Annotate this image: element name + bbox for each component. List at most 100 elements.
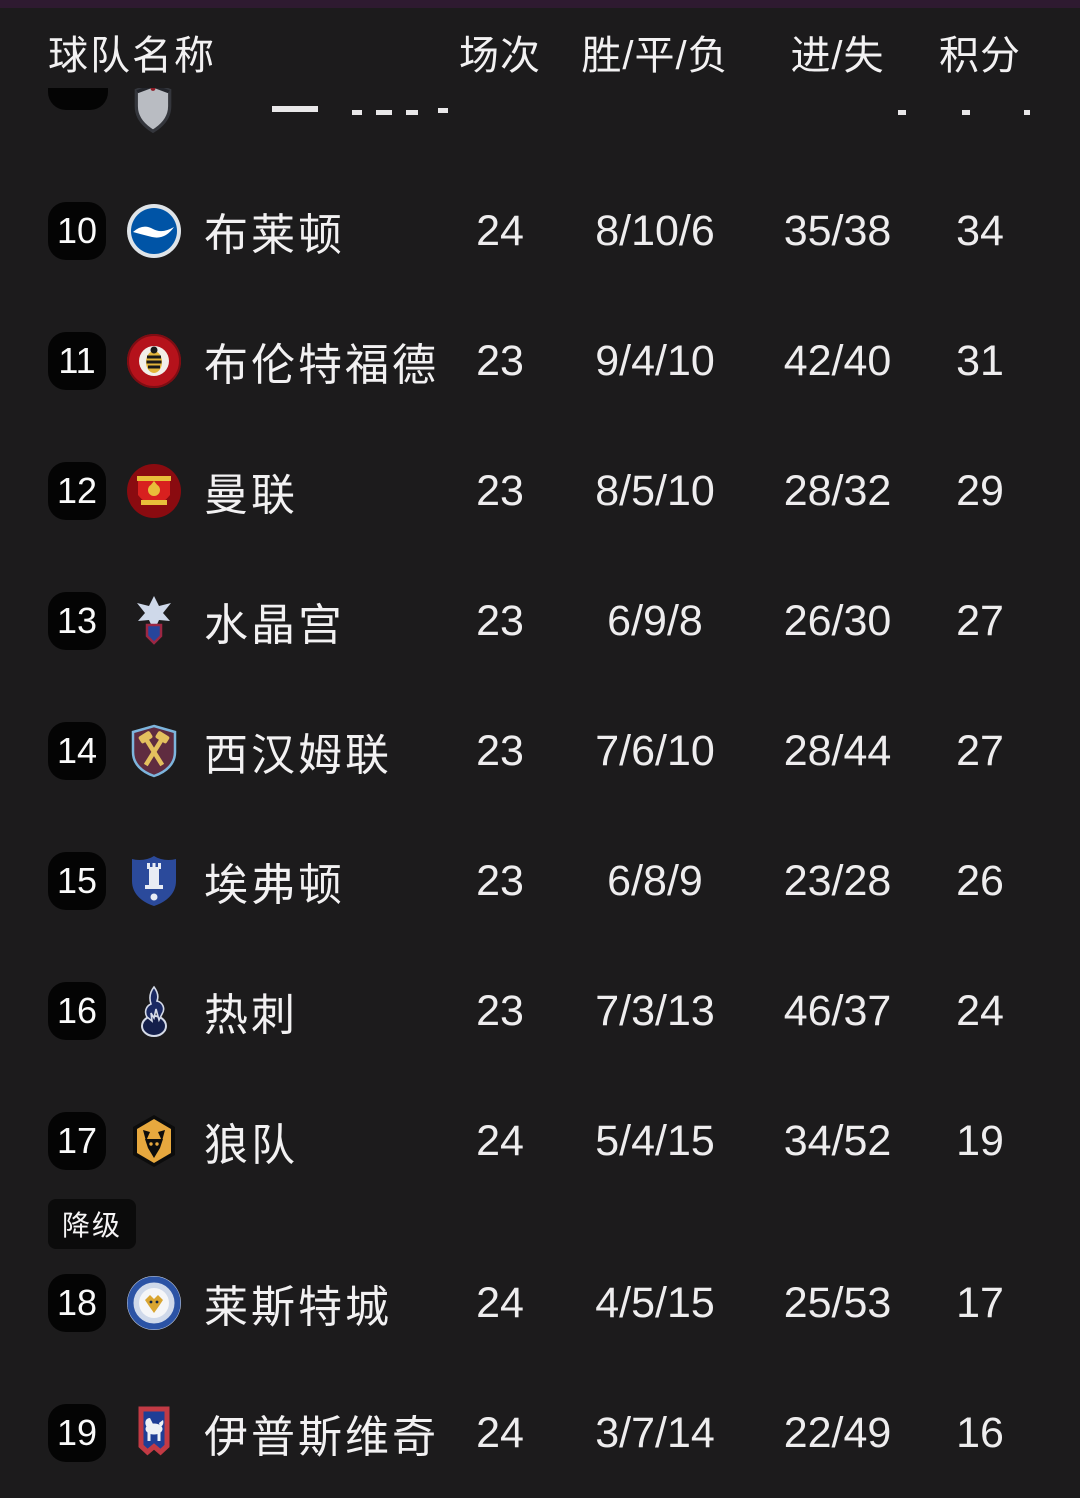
relegation-divider: 降级 [0, 1199, 1080, 1249]
wdl-value: 6/9/8 [607, 596, 703, 645]
team-name: 西汉姆联 [204, 731, 392, 780]
goals-value: 25/53 [783, 1278, 892, 1327]
points-value: 31 [956, 336, 1004, 385]
column-header-points: 积分 [939, 34, 1021, 78]
points-value: 34 [956, 206, 1004, 255]
clipped-text-fragment [352, 110, 362, 115]
wdl-value: 8/5/10 [595, 466, 715, 515]
everton-crest [126, 853, 182, 909]
wdl-value: 3/7/14 [595, 1408, 715, 1457]
played-value: 24 [476, 1116, 524, 1165]
standings-table-body: 10 布莱顿 24 8/10/6 35/38 34 11 布伦特福德 23 9/… [0, 166, 1080, 1498]
crystal-palace-crest [126, 593, 182, 649]
goals-value: 28/44 [783, 726, 892, 775]
played-value: 23 [476, 336, 524, 385]
rank-badge: 18 [48, 1274, 106, 1332]
played-value: 24 [476, 1408, 524, 1457]
points-value: 16 [956, 1408, 1004, 1457]
table-row[interactable]: 12 曼联 23 8/5/10 28/32 29 [0, 426, 1080, 556]
column-header-wdl: 胜/平/负 [581, 34, 729, 78]
goals-value: 28/32 [783, 466, 892, 515]
status-bar-strip [0, 0, 1080, 8]
rank-badge: 17 [48, 1112, 106, 1170]
points-value: 26 [956, 856, 1004, 905]
team-name: 狼队 [204, 1121, 298, 1170]
column-header-played: 场次 [459, 34, 541, 78]
goals-value: 46/37 [783, 986, 892, 1035]
goals-value: 23/28 [783, 856, 892, 905]
rank-badge: 10 [48, 202, 106, 260]
clipped-rank-badge [48, 88, 108, 110]
wolves-crest [126, 1113, 182, 1169]
clipped-text-fragment [438, 108, 448, 113]
table-row[interactable]: 16 热刺 23 7/3/13 46/37 24 [0, 946, 1080, 1076]
west-ham-crest [126, 723, 182, 779]
wdl-value: 7/3/13 [595, 986, 715, 1035]
points-value: 27 [956, 596, 1004, 645]
table-row[interactable]: 11 布伦特福德 23 9/4/10 42/40 31 [0, 296, 1080, 426]
team-name: 莱斯特城 [204, 1283, 392, 1332]
clipped-text-fragment [962, 110, 970, 115]
points-value: 27 [956, 726, 1004, 775]
table-row[interactable]: 15 埃弗顿 23 6/8/9 23/28 26 [0, 816, 1080, 946]
brighton-crest [126, 203, 182, 259]
rank-badge: 12 [48, 462, 106, 520]
manchester-united-crest [126, 463, 182, 519]
column-header-team: 球队名称 [48, 34, 216, 78]
table-row[interactable]: 13 水晶宫 23 6/9/8 26/30 27 [0, 556, 1080, 686]
rank-badge: 15 [48, 852, 106, 910]
rank-badge: 19 [48, 1404, 106, 1462]
rank-badge: 11 [48, 332, 106, 390]
ipswich-crest [126, 1405, 182, 1461]
table-row[interactable]: 14 西汉姆联 23 7/6/10 28/44 27 [0, 686, 1080, 816]
column-header-goals: 进/失 [790, 34, 885, 78]
rank-badge: 16 [48, 982, 106, 1040]
points-value: 24 [956, 986, 1004, 1035]
table-row[interactable]: 19 伊普斯维奇 24 3/7/14 22/49 16 [0, 1368, 1080, 1498]
table-header: 球队名称 场次 胜/平/负 进/失 积分 [0, 8, 1080, 88]
points-value: 17 [956, 1278, 1004, 1327]
played-value: 23 [476, 726, 524, 775]
wdl-value: 6/8/9 [607, 856, 703, 905]
team-name: 伊普斯维奇 [204, 1413, 439, 1462]
played-value: 23 [476, 986, 524, 1035]
wdl-value: 7/6/10 [595, 726, 715, 775]
clipped-text-fragment [1024, 110, 1030, 115]
wdl-value: 4/5/15 [595, 1278, 715, 1327]
played-value: 24 [476, 206, 524, 255]
clipped-row-under-header[interactable] [0, 88, 1080, 166]
team-name: 热刺 [204, 991, 298, 1040]
team-name: 布莱顿 [204, 211, 345, 260]
relegation-label: 降级 [48, 1199, 137, 1249]
team-name: 埃弗顿 [204, 861, 345, 910]
team-name: 水晶宫 [204, 601, 345, 650]
goals-value: 34/52 [783, 1116, 892, 1165]
played-value: 24 [476, 1278, 524, 1327]
played-value: 23 [476, 596, 524, 645]
table-row[interactable]: 10 布莱顿 24 8/10/6 35/38 34 [0, 166, 1080, 296]
rank-badge: 14 [48, 722, 106, 780]
clipped-shield-crest [127, 88, 179, 134]
goals-value: 42/40 [783, 336, 892, 385]
clipped-text-fragment [406, 110, 418, 115]
points-value: 29 [956, 466, 1004, 515]
wdl-value: 9/4/10 [595, 336, 715, 385]
goals-value: 35/38 [783, 206, 892, 255]
table-row[interactable]: 17 狼队 24 5/4/15 34/52 19 [0, 1076, 1080, 1206]
brentford-crest [126, 333, 182, 389]
points-value: 19 [956, 1116, 1004, 1165]
played-value: 23 [476, 856, 524, 905]
team-name: 布伦特福德 [204, 341, 439, 390]
table-row[interactable]: 18 莱斯特城 24 4/5/15 25/53 17 [0, 1238, 1080, 1368]
clipped-text-fragment [376, 110, 392, 115]
played-value: 23 [476, 466, 524, 515]
wdl-value: 8/10/6 [595, 206, 715, 255]
clipped-text-fragment [898, 110, 906, 115]
leicester-crest [126, 1275, 182, 1331]
goals-value: 22/49 [783, 1408, 892, 1457]
team-name: 曼联 [204, 471, 298, 520]
rank-badge: 13 [48, 592, 106, 650]
tottenham-crest [126, 983, 182, 1039]
wdl-value: 5/4/15 [595, 1116, 715, 1165]
clipped-text-fragment [272, 106, 318, 112]
